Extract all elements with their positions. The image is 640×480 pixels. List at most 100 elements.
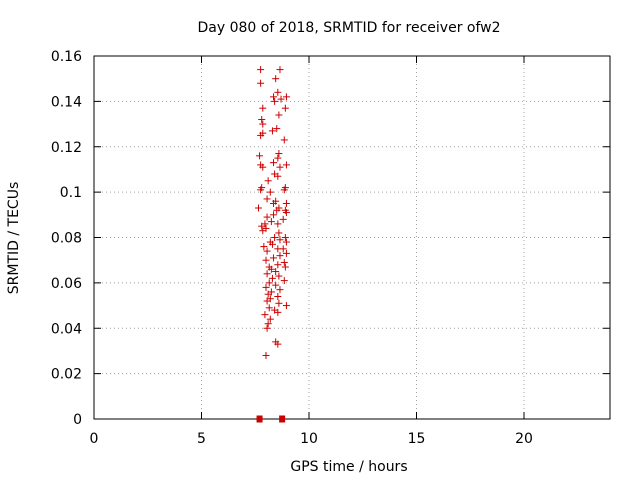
data-point xyxy=(268,274,276,282)
data-point xyxy=(274,340,282,348)
data-point xyxy=(266,188,274,196)
data-point xyxy=(279,215,287,223)
data-points xyxy=(254,66,290,423)
data-point xyxy=(276,236,284,244)
x-tick-label: 5 xyxy=(197,431,206,447)
x-tick-label: 15 xyxy=(408,431,426,447)
data-point xyxy=(264,177,272,185)
data-point xyxy=(274,172,282,180)
data-point xyxy=(271,234,279,241)
data-point xyxy=(256,152,264,160)
y-tick-label: 0.14 xyxy=(51,94,82,110)
data-point xyxy=(276,66,284,74)
data-point xyxy=(280,277,288,285)
data-point xyxy=(260,243,268,251)
data-point xyxy=(276,163,284,171)
data-point xyxy=(257,186,265,194)
data-point xyxy=(270,254,278,262)
chart-title: Day 080 of 2018, SRMTID for receiver ofw… xyxy=(197,20,500,36)
data-point xyxy=(281,104,289,112)
data-point xyxy=(257,131,265,139)
data-point xyxy=(279,245,287,253)
y-tick-label: 0.16 xyxy=(51,49,82,65)
data-point xyxy=(265,304,273,312)
y-tick-label: 0.12 xyxy=(51,140,82,156)
data-point xyxy=(277,95,285,103)
data-point xyxy=(257,66,265,74)
data-point xyxy=(270,93,278,101)
data-point xyxy=(267,218,275,226)
data-point xyxy=(263,247,271,255)
data-point xyxy=(263,270,271,278)
y-tick-label: 0.04 xyxy=(51,321,82,337)
data-point xyxy=(282,199,290,207)
data-point xyxy=(263,213,271,221)
data-point xyxy=(272,268,280,276)
data-point xyxy=(267,265,275,273)
data-point xyxy=(273,206,281,214)
data-point xyxy=(270,199,278,207)
data-point xyxy=(257,79,265,87)
data-point xyxy=(276,252,284,260)
data-point xyxy=(275,229,283,237)
data-point xyxy=(282,249,290,257)
data-point xyxy=(270,159,278,167)
y-tick-label: 0 xyxy=(73,412,82,428)
data-point xyxy=(261,311,269,319)
data-point xyxy=(263,195,271,203)
data-point xyxy=(275,299,283,307)
data-point xyxy=(262,351,270,359)
data-point xyxy=(258,222,266,230)
axis-ticks: 0 5 10 15 20 0 0.02 0.04 0.06 0.08 0.1 0.12 0.14 0.16 xyxy=(51,49,610,447)
data-point xyxy=(263,324,271,332)
data-point xyxy=(262,283,270,291)
data-point xyxy=(271,97,279,105)
data-point-square xyxy=(256,415,263,423)
data-point xyxy=(258,116,266,124)
data-point-square xyxy=(279,415,286,423)
y-tick-label: 0.1 xyxy=(60,185,82,201)
data-point xyxy=(259,104,267,112)
y-tick-label: 0.08 xyxy=(51,231,82,247)
data-point xyxy=(259,163,267,171)
data-point xyxy=(274,88,282,96)
data-point xyxy=(262,256,270,264)
x-tick-label: 0 xyxy=(90,431,99,447)
data-point xyxy=(281,234,289,241)
data-point xyxy=(272,281,280,289)
x-tick-label: 20 xyxy=(515,431,533,447)
data-point xyxy=(274,308,282,316)
data-point xyxy=(264,320,272,328)
data-point xyxy=(275,111,283,119)
data-point xyxy=(281,263,289,271)
y-tick-label: 0.06 xyxy=(51,276,82,292)
data-point xyxy=(280,186,288,194)
data-point xyxy=(273,125,281,133)
data-point xyxy=(272,75,280,83)
data-point xyxy=(275,272,283,280)
data-point xyxy=(280,136,288,144)
data-point xyxy=(266,315,274,323)
grid xyxy=(94,56,610,419)
data-point xyxy=(274,292,282,300)
data-point xyxy=(259,120,267,128)
data-point xyxy=(268,240,276,248)
data-point xyxy=(270,211,278,219)
data-point xyxy=(282,93,290,101)
data-point xyxy=(265,279,273,287)
data-point xyxy=(282,161,290,169)
data-point xyxy=(275,150,283,158)
data-point xyxy=(263,297,271,305)
data-point xyxy=(274,154,282,162)
data-point xyxy=(282,209,290,217)
data-point xyxy=(254,204,262,212)
data-point xyxy=(264,290,272,298)
data-point xyxy=(274,261,282,269)
data-point xyxy=(282,238,290,246)
data-point xyxy=(259,227,267,235)
data-point xyxy=(268,127,276,135)
data-point xyxy=(280,258,288,266)
y-axis-label: SRMTID / TECUs xyxy=(6,182,22,295)
